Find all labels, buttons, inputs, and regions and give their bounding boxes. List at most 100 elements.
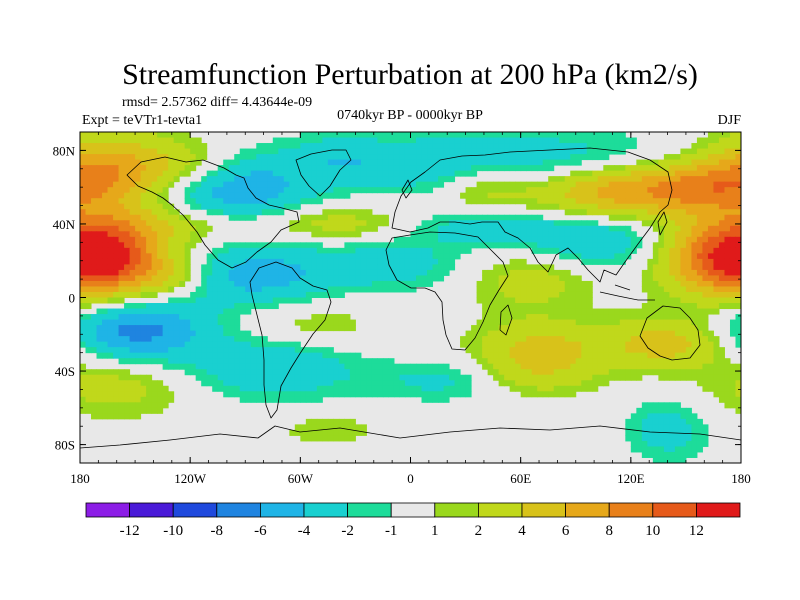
- field-cell: [168, 214, 175, 221]
- field-cell: [421, 247, 428, 254]
- field-cell: [272, 264, 279, 271]
- field-cell: [85, 203, 92, 210]
- field-cell: [377, 247, 384, 254]
- field-cell: [311, 363, 318, 370]
- field-cell: [278, 242, 285, 249]
- field-cell: [559, 286, 566, 293]
- field-cell: [245, 303, 252, 310]
- field-cell: [256, 336, 263, 343]
- field-cell: [278, 154, 285, 161]
- field-cell: [162, 314, 169, 321]
- field-cell: [195, 325, 202, 332]
- field-cell: [416, 385, 423, 392]
- field-cell: [151, 291, 158, 298]
- field-cell: [680, 303, 687, 310]
- field-cell: [245, 380, 252, 387]
- field-cell: [129, 209, 136, 216]
- field-cell: [658, 258, 665, 265]
- field-cell: [223, 203, 230, 210]
- field-cell: [619, 192, 626, 199]
- field-cell: [322, 192, 329, 199]
- field-cell: [129, 132, 136, 139]
- field-cell: [592, 369, 599, 376]
- field-cell: [658, 165, 665, 172]
- field-cell: [118, 391, 125, 398]
- field-cell: [592, 314, 599, 321]
- field-cell: [80, 159, 87, 166]
- field-cell: [344, 275, 351, 282]
- field-cell: [206, 363, 213, 370]
- field-cell: [559, 358, 566, 365]
- field-cell: [311, 247, 318, 254]
- field-cell: [107, 132, 114, 139]
- field-cell: [344, 358, 351, 365]
- field-cell: [360, 132, 367, 139]
- field-cell: [151, 209, 158, 216]
- field-cell: [289, 369, 296, 376]
- field-cell: [592, 347, 599, 354]
- field-cell: [608, 132, 615, 139]
- field-cell: [718, 253, 725, 260]
- field-cell: [680, 330, 687, 337]
- field-cell: [509, 308, 516, 315]
- field-cell: [476, 225, 483, 232]
- field-cell: [663, 170, 670, 177]
- field-cell: [625, 192, 632, 199]
- field-cell: [548, 242, 555, 249]
- field-cell: [636, 330, 643, 337]
- field-cell: [520, 231, 527, 238]
- field-cell: [438, 264, 445, 271]
- field-cell: [256, 209, 263, 216]
- field-cell: [570, 275, 577, 282]
- field-cell: [223, 291, 230, 298]
- field-cell: [80, 330, 87, 337]
- field-cell: [157, 154, 164, 161]
- field-cell: [151, 181, 158, 188]
- field-cell: [305, 148, 312, 155]
- field-cell: [360, 247, 367, 254]
- field-cell: [179, 325, 186, 332]
- field-cell: [471, 170, 478, 177]
- field-cell: [487, 225, 494, 232]
- field-cell: [107, 176, 114, 183]
- field-cell: [173, 225, 180, 232]
- field-cell: [129, 214, 136, 221]
- field-cell: [647, 336, 654, 343]
- field-cell: [553, 154, 560, 161]
- field-cell: [217, 264, 224, 271]
- field-cell: [630, 413, 637, 420]
- field-cell: [102, 347, 109, 354]
- field-cell: [85, 181, 92, 188]
- field-cell: [493, 220, 500, 227]
- field-cell: [371, 143, 378, 150]
- field-cell: [443, 143, 450, 150]
- field-cell: [691, 341, 698, 348]
- field-cell: [80, 269, 87, 276]
- field-cell: [504, 220, 511, 227]
- field-cell: [195, 369, 202, 376]
- field-cell: [272, 347, 279, 354]
- field-cell: [107, 352, 114, 359]
- field-cell: [724, 181, 731, 188]
- field-cell: [482, 148, 489, 155]
- field-cell: [603, 181, 610, 188]
- field-cell: [608, 192, 615, 199]
- field-cell: [294, 159, 301, 166]
- field-cell: [140, 308, 147, 315]
- field-cell: [157, 159, 164, 166]
- field-cell: [520, 380, 527, 387]
- field-cell: [669, 330, 676, 337]
- field-cell: [603, 231, 610, 238]
- field-cell: [239, 176, 246, 183]
- field-cell: [140, 385, 147, 392]
- field-cell: [559, 275, 566, 282]
- colorbar-swatch: [303, 502, 348, 518]
- field-cell: [300, 424, 307, 431]
- field-cell: [113, 137, 120, 144]
- x-tick-label: 0: [407, 471, 414, 486]
- field-cell: [537, 319, 544, 326]
- field-cell: [592, 358, 599, 365]
- field-cell: [151, 269, 158, 276]
- field-cell: [581, 358, 588, 365]
- field-cell: [542, 143, 549, 150]
